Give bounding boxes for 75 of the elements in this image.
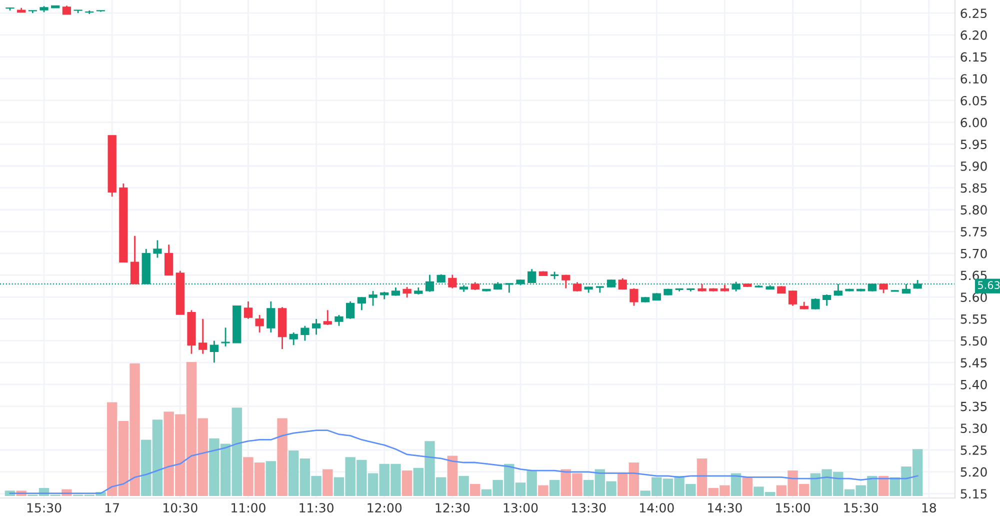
x-tick-label: 12:30 bbox=[436, 503, 470, 513]
candlestick bbox=[210, 340, 219, 364]
candlestick bbox=[255, 314, 264, 334]
x-tick-label: 12:00 bbox=[368, 503, 402, 513]
candlestick bbox=[198, 318, 208, 355]
candlestick bbox=[562, 274, 570, 290]
bar bbox=[322, 469, 333, 496]
bar bbox=[878, 476, 889, 496]
y-tick-label: 5.40 bbox=[960, 380, 987, 390]
bar bbox=[447, 456, 458, 496]
x-tick-label: 10:30 bbox=[164, 503, 198, 513]
x-tick-label: 14:00 bbox=[640, 503, 674, 513]
y-tick-label: 6.05 bbox=[960, 96, 987, 106]
candlestick bbox=[300, 325, 310, 342]
y-tick-label: 5.60 bbox=[960, 292, 987, 302]
candlestick bbox=[572, 282, 582, 292]
y-tick-label: 6.15 bbox=[960, 52, 987, 62]
candlestick bbox=[130, 235, 140, 285]
y-tick-label: 6.00 bbox=[960, 118, 987, 128]
candlestick bbox=[266, 300, 276, 334]
y-tick-label: 5.55 bbox=[960, 314, 987, 324]
x-tick-label: 17 bbox=[106, 503, 119, 512]
x-tick-label: 11:30 bbox=[300, 503, 334, 513]
bar bbox=[402, 470, 412, 496]
candlestick bbox=[879, 282, 888, 294]
ref-line-label: 5.63 bbox=[978, 281, 1000, 290]
y-tick-label: 5.35 bbox=[960, 402, 987, 412]
x-tick-label: 18 bbox=[922, 503, 936, 513]
y-tick-label: 6.25 bbox=[960, 8, 987, 18]
candlestick bbox=[244, 300, 253, 320]
x-tick-label: 15:30 bbox=[844, 503, 878, 513]
candlestick bbox=[788, 290, 798, 306]
y-tick-label: 5.70 bbox=[960, 248, 987, 258]
y-tick-label: 6.10 bbox=[960, 74, 987, 84]
y-tick-label: 5.25 bbox=[960, 445, 987, 455]
x-tick-label: 15:30 bbox=[27, 503, 62, 513]
x-tick-label: 15:00 bbox=[776, 503, 810, 513]
y-tick-label: 6.20 bbox=[960, 30, 987, 40]
x-tick-label: 11:00 bbox=[232, 503, 266, 513]
candlestick bbox=[164, 244, 174, 276]
y-tick-label: 5.50 bbox=[960, 336, 987, 346]
candlestick bbox=[357, 296, 366, 311]
y-tick-label: 5.85 bbox=[960, 183, 987, 193]
y-tick-label: 5.20 bbox=[960, 467, 987, 477]
bar bbox=[538, 485, 548, 496]
y-tick-label: 5.95 bbox=[960, 140, 987, 150]
bar bbox=[730, 473, 742, 496]
y-tick-label: 5.30 bbox=[960, 424, 987, 434]
candlestick bbox=[323, 309, 332, 326]
candlestick bbox=[811, 298, 820, 310]
candlestick bbox=[448, 274, 457, 290]
bar bbox=[458, 476, 469, 496]
y-tick-label: 5.75 bbox=[960, 227, 987, 236]
candlestick bbox=[153, 240, 162, 258]
y-tick-label: 5.45 bbox=[960, 358, 987, 368]
candlestick bbox=[346, 300, 355, 320]
bar bbox=[470, 484, 480, 496]
candlestick bbox=[402, 286, 412, 298]
y-tick-label: 5.15 bbox=[960, 489, 987, 499]
x-tick-label: 14:30 bbox=[708, 503, 742, 513]
candlestick bbox=[221, 326, 230, 348]
candlestick bbox=[368, 290, 378, 306]
candlestick bbox=[289, 332, 298, 346]
candlestick bbox=[312, 318, 321, 336]
candlestick bbox=[822, 294, 832, 306]
candlestick bbox=[334, 314, 344, 327]
candlestick bbox=[630, 288, 638, 306]
x-tick-label: 13:30 bbox=[572, 503, 606, 513]
bar bbox=[742, 477, 752, 496]
y-tick-label: 5.90 bbox=[960, 161, 987, 171]
y-tick-label: 5.80 bbox=[960, 205, 987, 215]
bar bbox=[277, 418, 288, 496]
bar bbox=[549, 480, 560, 496]
x-tick-label: 13:00 bbox=[504, 503, 538, 513]
bar bbox=[266, 461, 276, 496]
